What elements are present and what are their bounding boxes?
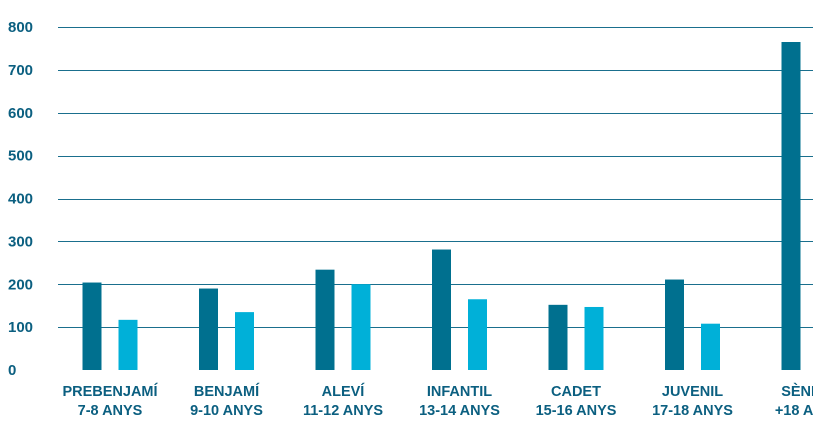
- category-label-1-line1: PREBENJAMÍ: [62, 383, 158, 400]
- x-axis-labels: PREBENJAMÍ 7-8 ANYS BENJAMÍ 9-10 ANYS ALEVÍ 1…: [62, 383, 813, 419]
- category-label-2-line2: 9-10 ANYS: [190, 403, 263, 419]
- category-label-3-line2: 11-12 ANYS: [303, 403, 383, 419]
- bar-series1-cat5: [548, 304, 568, 370]
- category-label-6-line1: JUVENIL: [662, 384, 723, 400]
- category-label-1-line2: 7-8 ANYS: [78, 403, 143, 419]
- y-tick-label-600: 600: [8, 105, 33, 122]
- bar-series2-cat6: [701, 323, 720, 370]
- bar-series2-cat1: [118, 319, 138, 370]
- category-label-7-line2: +18 ANYS: [775, 403, 813, 419]
- bar-series1-cat4: [432, 249, 451, 370]
- bar-series1-cat6: [665, 279, 684, 370]
- category-label-4-line2: 13-14 ANYS: [419, 403, 500, 419]
- y-tick-label-500: 500: [8, 148, 33, 165]
- y-tick-label-300: 300: [8, 233, 33, 250]
- y-tick-label-800: 800: [8, 19, 33, 36]
- bar-series2-cat2: [235, 312, 254, 370]
- category-label-5-line1: CADET: [551, 384, 601, 400]
- bar-series2-cat4: [468, 299, 487, 370]
- grid-layer: [58, 27, 813, 328]
- category-label-4-line1: INFANTIL: [427, 384, 492, 400]
- bars: [82, 42, 801, 370]
- y-tick-label-100: 100: [8, 319, 33, 336]
- bar-series1-cat2: [199, 288, 218, 370]
- bar-series2-cat3: [351, 284, 371, 370]
- category-label-6-line2: 17-18 ANYS: [652, 403, 733, 419]
- bar-series2-cat5: [584, 306, 604, 370]
- bar-series1-cat3: [315, 269, 335, 370]
- category-label-7-line1: SÈNIOR: [781, 383, 813, 400]
- category-label-5-line2: 15-16 ANYS: [536, 403, 617, 419]
- bar-series1-cat1: [82, 282, 102, 370]
- y-tick-label-700: 700: [8, 62, 33, 79]
- y-tick-label-0: 0: [8, 362, 16, 379]
- bar-series1-cat7: [781, 42, 801, 370]
- category-label-3-line1: ALEVÍ: [322, 383, 366, 400]
- y-tick-label-200: 200: [8, 276, 33, 293]
- y-tick-label-400: 400: [8, 191, 33, 208]
- y-axis-ticks: 0 100 200 300 400 500 600 700 800: [8, 19, 33, 379]
- category-label-2-line1: BENJAMÍ: [194, 383, 260, 400]
